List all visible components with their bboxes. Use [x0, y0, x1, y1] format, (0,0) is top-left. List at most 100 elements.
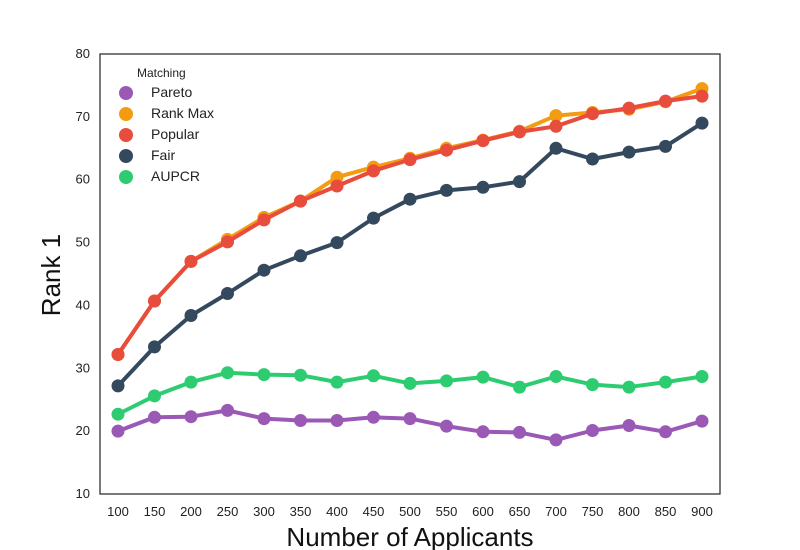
- y-tick-label: 80: [76, 46, 90, 61]
- data-point-aupcr: [695, 370, 709, 383]
- data-point-pareto: [257, 412, 271, 426]
- legend-item-popular: Popular: [119, 126, 200, 142]
- x-tick-label: 600: [472, 504, 494, 519]
- data-point-fair: [111, 379, 125, 393]
- data-point-popular: [148, 294, 161, 308]
- data-point-pareto: [586, 424, 599, 437]
- legend-label: Popular: [151, 126, 200, 142]
- data-point-pareto: [440, 419, 453, 433]
- data-point-fair: [659, 139, 672, 153]
- data-point-fair: [148, 340, 161, 354]
- data-point-popular: [695, 89, 709, 103]
- legend: Matching Pareto Rank Max Popular Fair AUPCR: [119, 66, 214, 184]
- data-point-popular: [549, 119, 563, 133]
- legend-label: Pareto: [151, 84, 192, 100]
- data-point-popular: [622, 101, 636, 115]
- data-point-pareto: [330, 414, 344, 427]
- data-point-fair: [221, 287, 234, 300]
- x-tick-label: 150: [144, 504, 166, 519]
- data-point-popular: [403, 153, 417, 167]
- data-point-aupcr: [549, 370, 563, 383]
- data-point-fair: [622, 145, 636, 159]
- data-point-popular: [111, 348, 125, 361]
- data-point-aupcr: [622, 380, 636, 394]
- data-point-pareto: [367, 410, 380, 424]
- data-point-pareto: [403, 412, 417, 426]
- data-point-fair: [294, 249, 307, 263]
- data-point-fair: [330, 236, 344, 250]
- data-point-pareto: [184, 410, 198, 424]
- y-tick-label: 70: [76, 109, 90, 124]
- y-tick-label: 10: [76, 486, 90, 501]
- x-tick-label: 800: [618, 504, 640, 519]
- data-point-popular: [659, 94, 672, 108]
- data-point-fair: [549, 141, 563, 155]
- x-tick-label: 550: [436, 504, 458, 519]
- data-point-aupcr: [476, 370, 490, 384]
- x-axis-ticks: 100 150 200 250 300 350 400 450 500 550 600 650 700 7…: [107, 504, 713, 519]
- series-pareto: [111, 403, 709, 447]
- data-point-aupcr: [659, 375, 672, 389]
- data-point-popular: [367, 164, 380, 178]
- legend-marker: [119, 170, 133, 184]
- x-tick-label: 300: [253, 504, 275, 519]
- x-tick-label: 400: [326, 504, 348, 519]
- data-point-pareto: [513, 425, 526, 439]
- data-point-pareto: [148, 410, 161, 424]
- data-point-pareto: [549, 433, 563, 447]
- data-point-fair: [586, 152, 599, 166]
- data-point-aupcr: [330, 375, 344, 389]
- data-point-aupcr: [184, 375, 198, 389]
- y-tick-label: 50: [76, 235, 90, 250]
- legend-item-rank-max: Rank Max: [119, 105, 214, 121]
- x-tick-label: 100: [107, 504, 129, 519]
- data-point-aupcr: [586, 378, 599, 392]
- legend-label: Rank Max: [151, 105, 214, 121]
- x-axis-title: Number of Applicants: [286, 522, 533, 550]
- y-tick-label: 40: [76, 297, 90, 312]
- data-point-fair: [695, 116, 709, 130]
- data-point-rank-max: [549, 109, 563, 123]
- data-point-fair: [367, 211, 380, 225]
- y-tick-label: 30: [76, 360, 90, 375]
- x-tick-label: 900: [691, 504, 713, 519]
- data-point-popular: [586, 107, 599, 121]
- data-point-popular: [184, 254, 198, 268]
- data-point-aupcr: [221, 366, 234, 380]
- data-point-aupcr: [111, 407, 125, 421]
- data-point-aupcr: [403, 376, 417, 390]
- y-axis-ticks: 10 20 30 40 50 60 70 80: [76, 46, 90, 501]
- data-point-aupcr: [294, 368, 307, 382]
- x-tick-label: 850: [655, 504, 677, 519]
- data-point-pareto: [659, 425, 672, 439]
- y-tick-label: 60: [76, 172, 90, 187]
- data-point-pareto: [111, 424, 125, 438]
- data-point-pareto: [695, 414, 709, 428]
- series-rank-max: [111, 82, 709, 361]
- data-point-fair: [476, 180, 490, 194]
- data-point-fair: [440, 183, 453, 197]
- series-popular: [111, 89, 709, 361]
- data-point-popular: [440, 143, 453, 157]
- x-tick-label: 500: [399, 504, 421, 519]
- series-aupcr: [111, 366, 709, 421]
- series-fair: [111, 116, 709, 393]
- data-point-pareto: [622, 419, 636, 432]
- y-axis-title: Rank 1: [36, 234, 66, 316]
- data-point-fair: [403, 192, 417, 206]
- data-point-popular: [513, 125, 526, 139]
- legend-title: Matching: [137, 66, 186, 80]
- data-point-popular: [294, 194, 307, 208]
- data-point-pareto: [221, 403, 234, 417]
- legend-marker: [119, 107, 133, 121]
- data-point-popular: [221, 235, 234, 249]
- data-point-aupcr: [367, 369, 380, 383]
- x-tick-label: 700: [545, 504, 567, 519]
- series-layer: [111, 82, 709, 447]
- data-point-aupcr: [148, 389, 161, 403]
- data-point-popular: [476, 134, 490, 148]
- data-point-pareto: [294, 414, 307, 427]
- x-tick-label: 750: [582, 504, 604, 519]
- x-tick-label: 450: [363, 504, 385, 519]
